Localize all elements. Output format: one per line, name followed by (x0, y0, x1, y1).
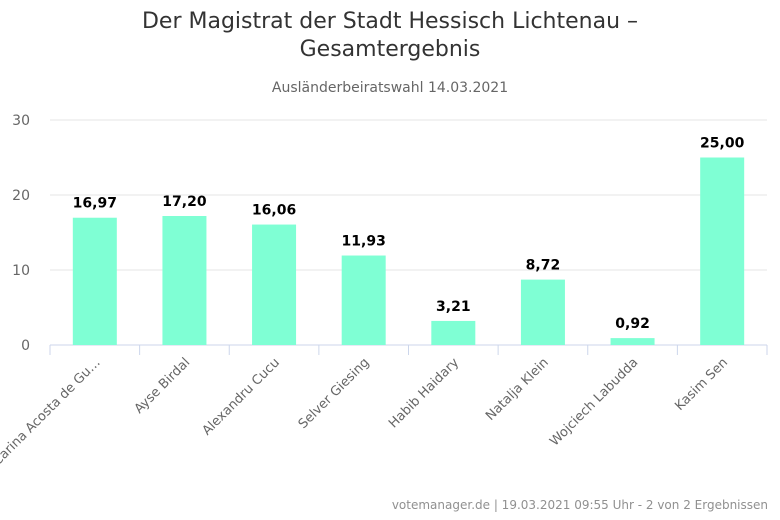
x-tick-label: Ayse Birdal (132, 355, 194, 417)
x-tick-label: Selver Giesing (296, 355, 373, 432)
y-tick-label: 0 (21, 338, 30, 354)
chart-subtitle: Ausländerbeiratswahl 14.03.2021 (271, 80, 509, 96)
data-label: 11,93 (342, 234, 386, 250)
x-tick-label: Habib Haidary (386, 355, 462, 431)
x-tick-label: Kasim Sen (672, 355, 731, 414)
data-label: 17,20 (162, 194, 207, 210)
chart-title: Der Magistrat der Stadt Hessisch Lichten… (0, 8, 780, 64)
credits-link[interactable]: votemanager.de | 19.03.2021 09:55 Uhr - … (391, 498, 768, 512)
x-tick-label: Natalja Klein (483, 355, 552, 424)
bar (520, 279, 565, 345)
data-label: 0,92 (615, 316, 650, 332)
data-label: 16,06 (252, 203, 296, 219)
bar (72, 217, 117, 345)
y-tick-label: 20 (12, 188, 30, 204)
y-tick-label: 30 (12, 113, 30, 129)
x-tick-label: Alexandru Cucu (200, 355, 283, 438)
y-tick-label: 10 (12, 263, 30, 279)
chart-title-line-2: Gesamtergebnis (299, 37, 481, 62)
bar (162, 216, 207, 345)
x-tick-label: Carina Acosta de Gu… (0, 355, 104, 469)
data-label: 25,00 (700, 136, 745, 152)
bar (252, 224, 297, 345)
data-label: 8,72 (526, 258, 561, 274)
x-tick-label: Wojciech Labudda (547, 355, 641, 449)
data-label: 16,97 (73, 196, 117, 212)
bar (431, 320, 476, 345)
bar (610, 338, 655, 345)
data-label: 3,21 (436, 299, 471, 315)
bar (341, 255, 386, 345)
bar (700, 157, 745, 345)
chart-title-line-1: Der Magistrat der Stadt Hessisch Lichten… (141, 9, 639, 34)
